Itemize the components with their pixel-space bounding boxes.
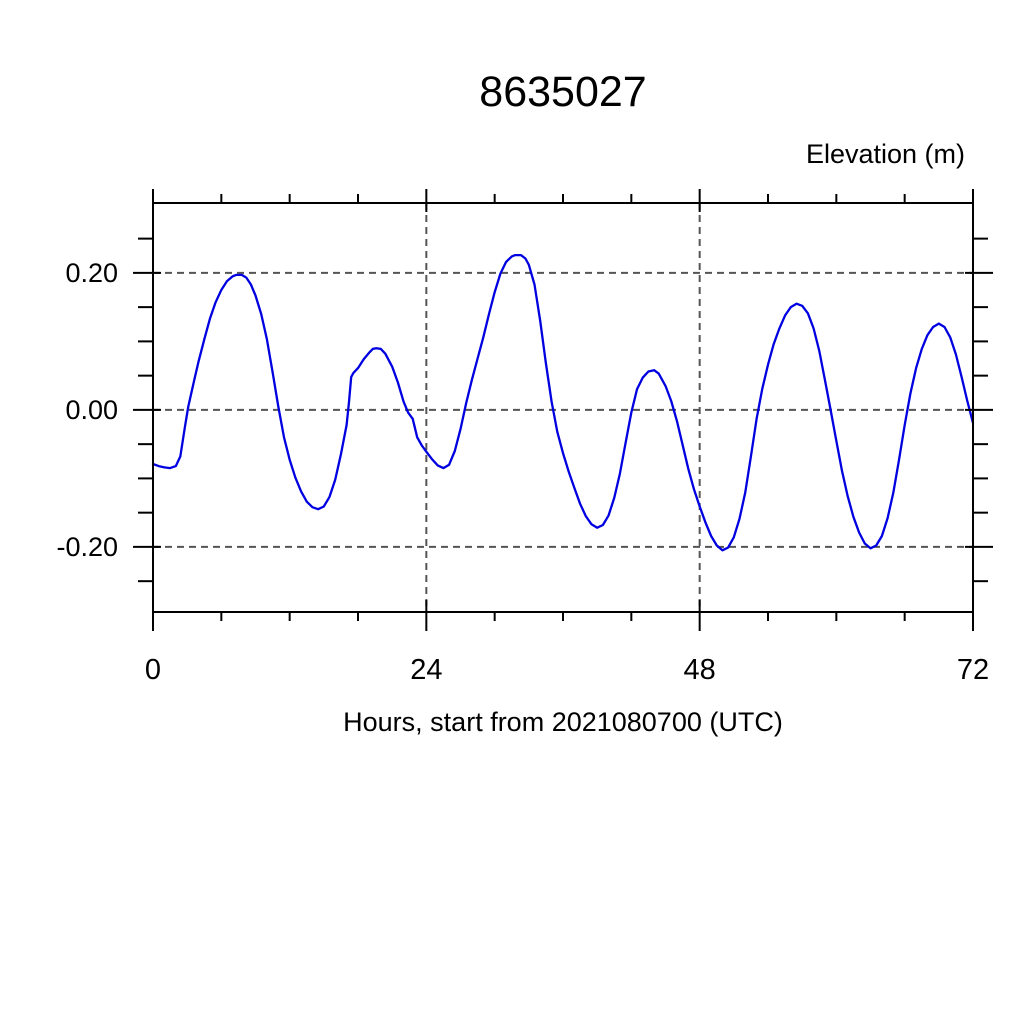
axis-ticks: [133, 189, 993, 631]
x-tick-label: 72: [957, 654, 989, 686]
y-tick-label: -0.20: [56, 532, 118, 562]
x-tick-label: 48: [684, 654, 716, 686]
x-axis-title: Hours, start from 2021080700 (UTC): [343, 707, 783, 737]
plot-frame: [152, 202, 974, 613]
y-tick-label: 0.00: [65, 395, 118, 425]
y-tick-label: 0.20: [65, 258, 118, 288]
x-tick-label: 24: [410, 654, 442, 686]
elevation-line: [151, 253, 975, 552]
series-group: [151, 253, 975, 552]
y-axis-unit-label: Elevation (m): [806, 139, 965, 169]
gridlines: [153, 203, 973, 612]
chart-title: 8635027: [479, 68, 646, 116]
x-tick-label: 0: [145, 654, 161, 686]
axis-tick-labels: 0 24 48 72 0.20 0.00 -0.20: [56, 258, 989, 686]
